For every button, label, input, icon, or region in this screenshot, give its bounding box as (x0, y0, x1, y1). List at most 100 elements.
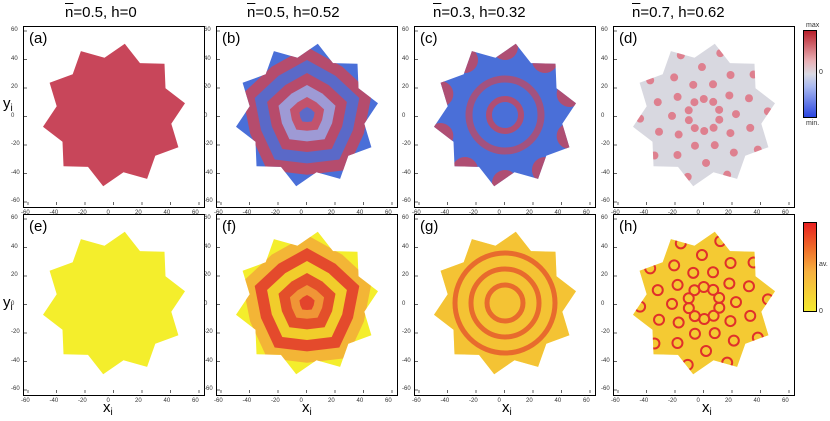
column-title-2: n=0.5, h=0.52 (247, 4, 340, 21)
panel-label-c: (c) (420, 30, 438, 47)
x-tick-label: -60 (21, 398, 30, 404)
density-spot (673, 92, 682, 101)
panel-e: (e) (23, 214, 205, 396)
density-blob (492, 170, 518, 187)
density-blob (492, 43, 518, 60)
x-tick-label: 60 (782, 210, 789, 216)
density-spot (697, 63, 706, 72)
y-tick-label: -60 (601, 198, 610, 204)
pairing-spot (742, 280, 755, 293)
density-spot (676, 51, 685, 60)
x-tick-label: 20 (135, 210, 142, 216)
panel-d: (d) (613, 26, 795, 208)
x-tick-label: 60 (385, 210, 392, 216)
x-tick-label: 0 (497, 210, 501, 216)
panel-label-h: (h) (619, 218, 638, 235)
pairing-spot (695, 249, 708, 262)
colorbar-top-min: min. (806, 120, 820, 127)
x-tick-label: -20 (469, 210, 478, 216)
panel-a: (a) (23, 26, 205, 208)
x-tick-label: -40 (440, 398, 450, 404)
x-tick-label: -40 (49, 210, 59, 216)
pairing-spot (723, 277, 736, 290)
pairing-spot (729, 296, 742, 309)
density-map-c (415, 30, 591, 205)
y-tick-label: -40 (601, 357, 610, 364)
y-tick-label: 0 (204, 300, 208, 307)
density-spot (684, 116, 693, 125)
density-spot (749, 70, 758, 79)
density-spot (709, 97, 718, 106)
x-tick-label: -60 (412, 210, 421, 216)
density-spot (655, 127, 664, 136)
x-tick-label: 40 (356, 210, 364, 216)
pairing-spot (700, 344, 713, 357)
x-tick-label: -20 (271, 398, 280, 404)
y-tick-label: 0 (402, 300, 406, 307)
column-title-3: n=0.3, h=0.32 (433, 4, 526, 21)
y-tick-label: -60 (402, 198, 411, 204)
pairing-spot (727, 334, 740, 347)
x-tick-label: 20 (526, 210, 533, 216)
y-tick-label: -20 (11, 141, 20, 147)
panel-b: (b) (216, 26, 398, 208)
x-tick-label: 40 (163, 210, 171, 216)
y-tick-label: -20 (601, 141, 610, 147)
density-spot (744, 94, 753, 103)
pairing-spot (671, 278, 684, 291)
x-tick-label: 40 (356, 398, 364, 404)
y-tick-label: -20 (402, 329, 411, 335)
y-tick-label: -60 (11, 386, 20, 392)
x-tick-label: -20 (668, 398, 677, 404)
y-tick-label: 60 (601, 27, 608, 33)
y-tick-label: -40 (11, 169, 20, 176)
x-tick-label: 40 (753, 210, 761, 216)
panel-label-e: (e) (29, 218, 48, 235)
density-spot (729, 148, 738, 157)
pairing-spot (687, 266, 700, 279)
density-blob (434, 80, 454, 107)
density-spot (670, 73, 679, 82)
density-spot (636, 114, 645, 123)
colorbar-bottom (803, 222, 817, 312)
density-spot (674, 130, 683, 139)
pairing-spot (688, 327, 701, 340)
x-tick-label: -20 (78, 210, 87, 216)
x-tick-label: -40 (440, 210, 450, 216)
y-tick-label: 60 (204, 215, 211, 221)
x-tick-label: 20 (328, 398, 335, 404)
y-tick-label: 40 (601, 55, 608, 62)
pairing-spot (666, 297, 679, 310)
density-spot (715, 115, 724, 124)
x-tick-label: -40 (639, 398, 649, 404)
density-spot (753, 145, 762, 154)
x-tick-label: 60 (782, 398, 789, 404)
pairing-spot (672, 316, 685, 329)
x-tick-label: -20 (78, 398, 87, 404)
x-tick-label: -40 (49, 398, 59, 404)
density-spot (684, 106, 693, 115)
density-spot (699, 95, 708, 104)
x-tick-label: 40 (163, 398, 171, 404)
pairing-ring (468, 266, 542, 340)
y-axis-label-bottom: yi (3, 294, 13, 313)
density-spot (723, 170, 732, 179)
colorbar-top (803, 30, 817, 118)
density-spot (726, 129, 735, 138)
density-spot (709, 80, 718, 89)
pairing-map-h (614, 218, 790, 393)
x-tick-label: 0 (696, 210, 700, 216)
density-spot (683, 172, 692, 181)
x-tick-label: -60 (214, 398, 223, 404)
y-tick-label: 20 (402, 272, 409, 278)
density-spot (673, 150, 682, 159)
x-tick-label: 60 (583, 210, 590, 216)
pairing-spot (668, 259, 681, 272)
x-tick-label: 60 (192, 398, 199, 404)
density-ring (486, 96, 524, 134)
x-tick-label: -20 (469, 398, 478, 404)
y-tick-label: -60 (11, 198, 20, 204)
panel-label-d: (d) (619, 30, 638, 47)
density-spot (650, 151, 659, 160)
y-tick-label: -40 (402, 357, 411, 364)
